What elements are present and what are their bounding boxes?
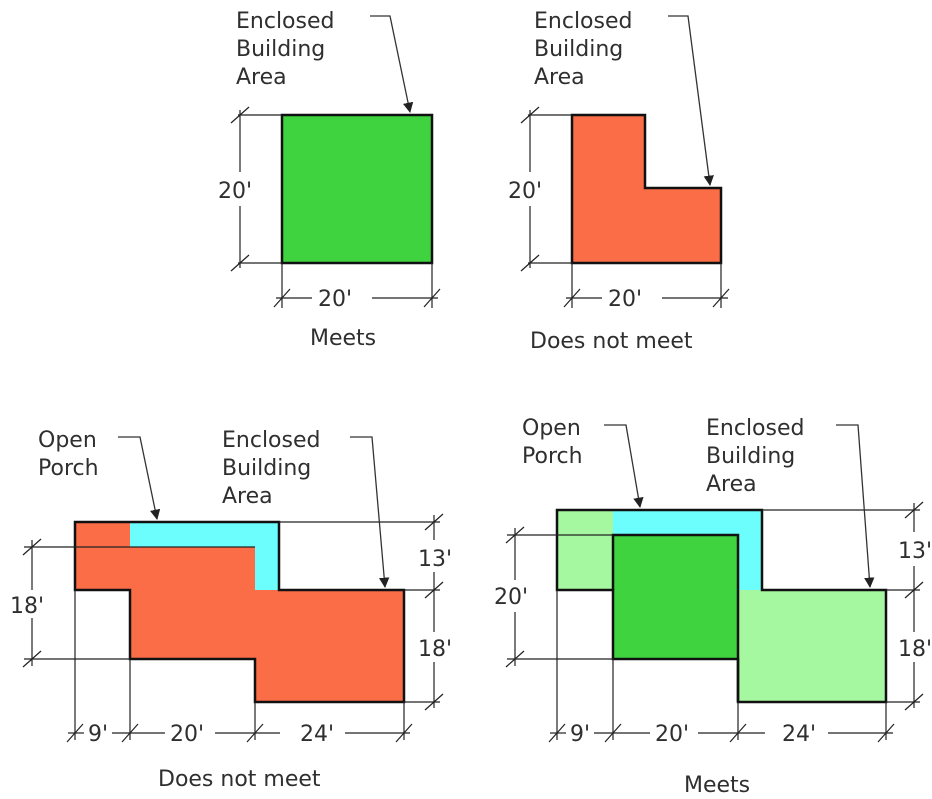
height-dimension: 20' — [218, 179, 252, 204]
height-dimension: 20' — [508, 179, 542, 204]
caption: Does not meet — [158, 767, 321, 792]
right-bottom-dimension: 18' — [898, 637, 932, 662]
porch-label-line-1: Open — [522, 416, 581, 441]
caption: Does not meet — [530, 329, 693, 354]
right-top-dimension: 13' — [898, 539, 932, 564]
bottom-dimension-3: 24' — [300, 722, 334, 747]
caption: Meets — [684, 773, 750, 798]
enclosed-label-line-2: Building — [236, 37, 325, 62]
enclosed-area-shape — [75, 522, 404, 702]
enclosed-leader-arrow — [350, 436, 390, 589]
left-dimension: 20' — [494, 585, 528, 610]
enclosed-label-line-1: Enclosed — [706, 416, 804, 441]
open-porch-shape — [130, 522, 279, 590]
width-dimension: 20' — [608, 287, 642, 312]
diagram-4-meets: 20' 13' 18' 9' 20' 24' Open Porch Enclos… — [494, 416, 932, 798]
enclosed-leader-arrow — [836, 424, 875, 589]
porch-label-line-2: Porch — [522, 444, 583, 469]
enclosed-label-line-2: Building — [222, 456, 311, 481]
bottom-dimension-2: 20' — [170, 722, 204, 747]
porch-label-line-1: Open — [38, 428, 97, 453]
enclosed-label-line-2: Building — [534, 37, 623, 62]
enclosed-label-line-3: Area — [222, 484, 273, 509]
open-porch-shape — [613, 510, 762, 590]
enclosed-label-line-2: Building — [706, 444, 795, 469]
porch-leader-arrow — [604, 424, 644, 509]
bottom-dimension-3: 24' — [782, 722, 816, 747]
leader-arrow — [668, 15, 714, 187]
enclosed-area-square — [280, 113, 434, 265]
enclosed-label-line-3: Area — [236, 65, 287, 90]
enclosed-area-square — [613, 535, 738, 659]
right-top-dimension: 13' — [418, 547, 452, 572]
light-green-right — [738, 590, 886, 702]
leader-arrow — [370, 15, 414, 114]
bottom-dimension-1: 9' — [88, 722, 108, 747]
caption: Meets — [310, 326, 376, 351]
bottom-dimension-2: 20' — [655, 722, 689, 747]
diagram-2-does-not-meet: 20' 20' Enclosed Building Area Does not … — [508, 9, 730, 354]
left-dimension: 18' — [10, 594, 44, 619]
enclosed-label-line-1: Enclosed — [236, 9, 334, 34]
enclosed-label-line-1: Enclosed — [222, 428, 320, 453]
light-green-left — [557, 510, 613, 590]
diagram-3-does-not-meet: 18' 13' 18' 9' 20' 24' Open Porch Enclos… — [10, 428, 452, 792]
enclosed-label-line-3: Area — [534, 65, 585, 90]
diagram-1-meets: 20' 20' Enclosed Building Area Meets — [218, 9, 441, 351]
enclosed-outline — [611, 533, 740, 702]
enclosed-label-line-1: Enclosed — [534, 9, 632, 34]
bottom-dimension-1: 9' — [570, 722, 590, 747]
enclosed-area-l-shape — [570, 113, 723, 265]
porch-leader-arrow — [118, 436, 161, 521]
porch-label-line-2: Porch — [38, 456, 99, 481]
width-dimension: 20' — [318, 287, 352, 312]
enclosed-label-line-3: Area — [706, 472, 757, 497]
right-bottom-dimension: 18' — [418, 637, 452, 662]
